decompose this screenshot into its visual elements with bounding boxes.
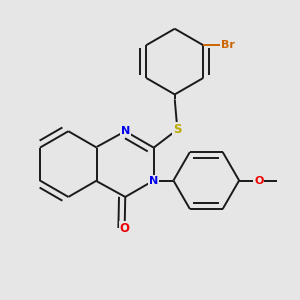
Text: O: O [120,222,130,235]
Text: S: S [173,123,182,136]
Text: N: N [121,126,130,136]
Text: N: N [149,176,158,185]
Text: O: O [254,176,263,185]
Text: Br: Br [221,40,235,50]
